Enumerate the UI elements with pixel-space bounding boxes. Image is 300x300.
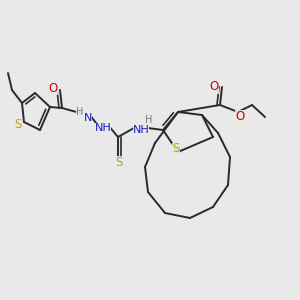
Text: NH: NH [133,125,149,135]
Text: H: H [76,107,84,117]
Text: O: O [236,110,244,122]
Text: O: O [48,82,58,94]
Text: N: N [84,113,92,123]
Text: S: S [115,155,123,169]
Text: O: O [209,80,219,94]
Text: S: S [172,142,180,155]
Text: S: S [14,118,22,130]
Text: NH: NH [94,123,111,133]
Text: H: H [145,115,153,125]
